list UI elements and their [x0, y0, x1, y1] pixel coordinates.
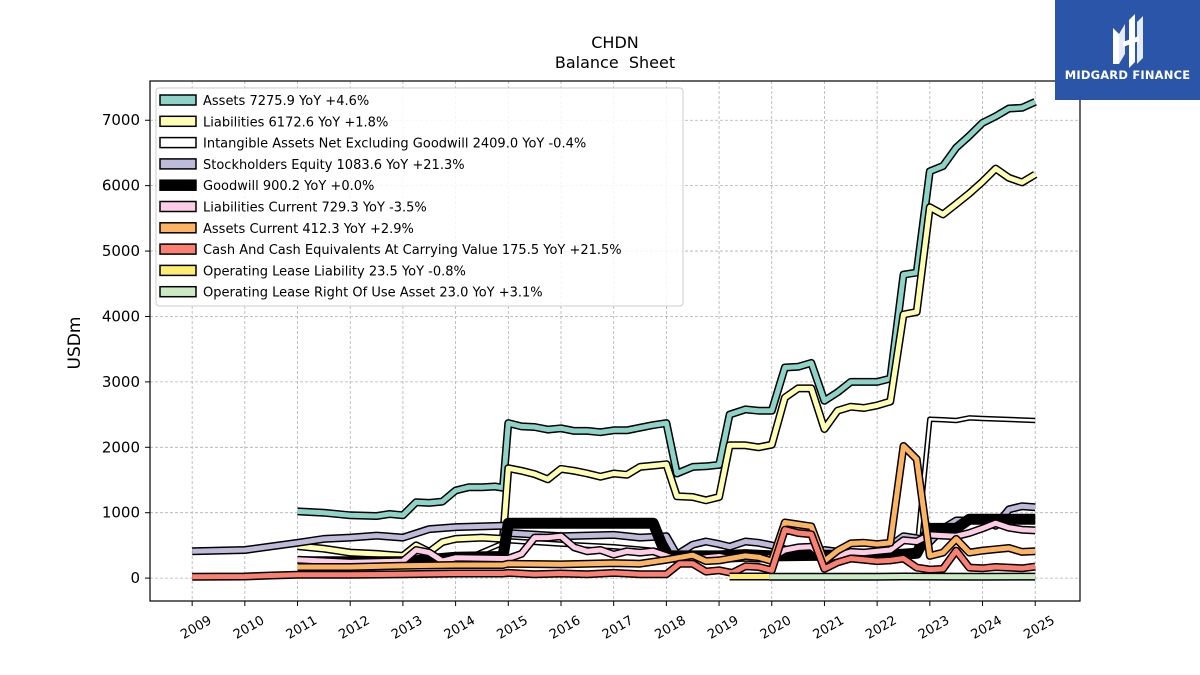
series-line-core	[297, 166, 1037, 559]
x-tick-label: 2018	[653, 613, 689, 643]
x-tick-label: 2009	[178, 613, 214, 643]
legend-swatch	[159, 179, 197, 191]
x-tick-label: 2025	[1021, 613, 1057, 643]
y-tick-label: 0	[130, 569, 140, 587]
plot-frame	[149, 80, 1081, 602]
x-tick-label: 2013	[389, 613, 425, 643]
series-line	[297, 98, 1037, 520]
legend-swatch	[159, 264, 197, 277]
y-tick-label: 5000	[102, 242, 140, 260]
series-line-core	[297, 443, 1036, 570]
legend: Assets 7275.9 YoY +4.6% Liabilities 6172.…	[155, 87, 684, 307]
midgard-logo-icon	[1113, 14, 1143, 68]
legend-label: Operating Lease Right Of Use Asset 23.0 …	[203, 286, 543, 301]
x-tick-label: 2020	[758, 613, 794, 643]
legend-label: Intangible Assets Net Excluding Goodwill…	[203, 137, 586, 152]
x-tick-label: 2016	[547, 613, 583, 643]
series-line	[192, 525, 1036, 581]
legend-label: Assets 7275.9 YoY +4.6%	[203, 94, 369, 109]
chart-subtitle: Balance Sheet	[555, 53, 675, 72]
legend-label: Stockholders Equity 1083.6 YoY +21.3%	[203, 158, 465, 173]
legend-swatch	[159, 158, 197, 170]
x-tick-label: 2024	[969, 613, 1005, 643]
legend-swatch	[159, 94, 197, 106]
x-tick-label: 2012	[336, 613, 372, 643]
y-tick-label: 4000	[102, 307, 140, 325]
legend-swatch	[159, 200, 197, 213]
x-tick-label: 2011	[284, 613, 320, 643]
legend-swatch	[159, 285, 197, 298]
y-tick-label: 7000	[102, 111, 140, 129]
y-axis-label: USDm	[65, 317, 85, 370]
legend-swatch	[159, 115, 197, 128]
brand-logo: MIDGARD FINANCE	[1055, 0, 1200, 100]
chart-title: CHDN	[591, 33, 639, 52]
brand-name: MIDGARD FINANCE	[1064, 68, 1191, 82]
legend-swatch	[159, 222, 197, 234]
y-tick-label: 1000	[102, 504, 140, 522]
legend-label: Operating Lease Liability 23.5 YoY -0.8%	[203, 264, 466, 279]
legend-label: Assets Current 412.3 YoY +2.9%	[203, 222, 414, 237]
x-tick-label: 2019	[705, 613, 741, 643]
x-tick-label: 2023	[916, 613, 952, 643]
x-tick-label: 2010	[231, 613, 267, 643]
legend-label: Liabilities Current 729.3 YoY -3.5%	[203, 201, 427, 216]
x-tick-label: 2014	[442, 613, 478, 643]
y-tick-label: 6000	[102, 177, 140, 195]
legend-label: Liabilities 6172.6 YoY +1.8%	[203, 115, 388, 130]
series-line-core	[192, 527, 1036, 580]
series-line	[297, 164, 1038, 560]
x-tick-label: 2022	[863, 613, 899, 643]
x-tick-label: 2017	[600, 613, 636, 643]
y-tick-label: 2000	[102, 438, 140, 456]
series-line	[297, 442, 1036, 571]
legend-label: Goodwill 900.2 YoY +0.0%	[203, 179, 374, 194]
series-line-core	[297, 99, 1037, 519]
y-tick-label: 3000	[102, 373, 140, 391]
legend-box	[155, 87, 684, 307]
legend-swatch	[159, 136, 197, 149]
legend-swatch	[159, 243, 197, 255]
x-tick-label: 2021	[811, 613, 847, 643]
x-tick-label: 2015	[494, 613, 530, 643]
legend-label: Cash And Cash Equivalents At Carrying Va…	[203, 243, 622, 258]
